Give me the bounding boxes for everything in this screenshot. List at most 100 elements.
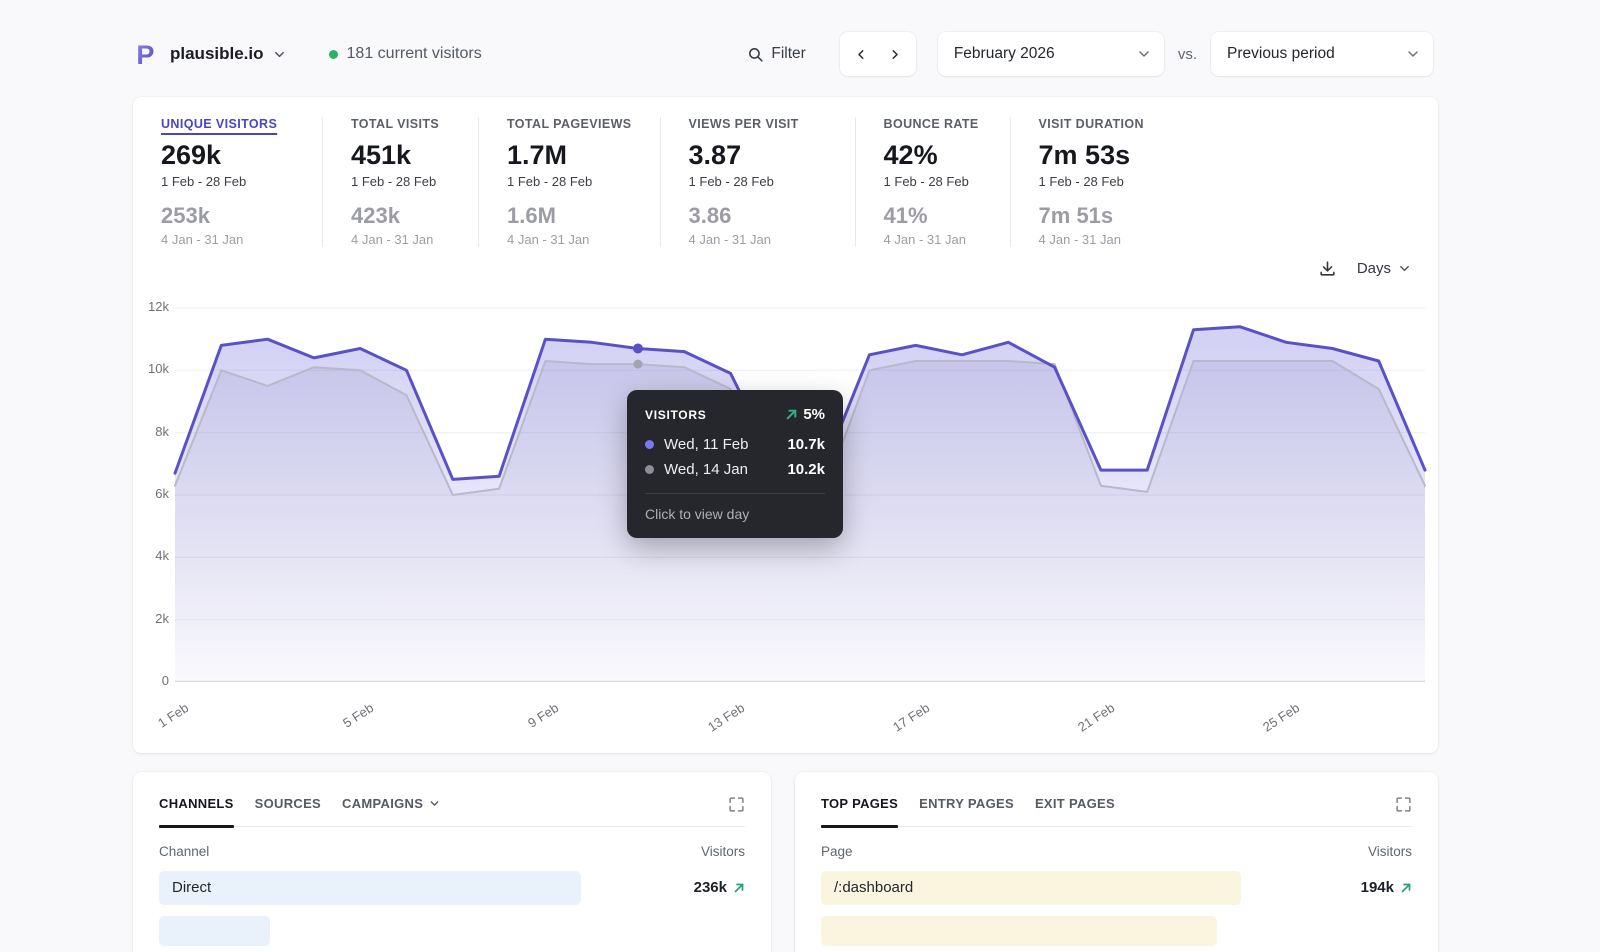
tooltip-row-previous: Wed, 14 Jan 10.2k — [645, 461, 825, 478]
stat-prev-value: 3.86 — [688, 203, 732, 228]
stat-value: 7m 53s — [1038, 140, 1131, 170]
x-axis-labels: 1 Feb 5 Feb 9 Feb 13 Feb 17 Feb 21 Feb 25 Feb — [155, 682, 1425, 742]
date-range-dropdown[interactable]: February 2026 — [937, 32, 1164, 76]
current-visitors[interactable]: 181 current visitors — [328, 45, 482, 63]
x-tick-label: 5 Feb — [340, 700, 377, 731]
tab-exit-pages[interactable]: EXIT PAGES — [1034, 796, 1115, 811]
stat-prev-period: 4 Jan - 31 Jan — [1038, 232, 1121, 247]
stat-value: 269k — [161, 140, 222, 170]
stat-total-visits[interactable]: TOTAL VISITS 451k 1 Feb - 28 Feb 423k 4 … — [351, 117, 479, 247]
tooltip-row-current: Wed, 11 Feb 10.7k — [645, 436, 825, 453]
column-header-page: Page — [821, 844, 853, 859]
stat-prev-period: 4 Jan - 31 Jan — [507, 232, 590, 247]
trend-up-icon — [787, 409, 797, 420]
chevron-down-icon — [430, 801, 439, 806]
trend-up-icon — [1401, 883, 1411, 893]
y-tick-label: 4k — [155, 548, 169, 564]
next-period-arrow-button[interactable] — [883, 43, 906, 66]
filter-button[interactable]: Filter — [747, 45, 806, 63]
stat-prev-value: 253k — [161, 203, 210, 228]
tab-sources[interactable]: SOURCES — [254, 796, 322, 811]
stat-prev-value: 41% — [883, 203, 928, 228]
stat-total-pageviews[interactable]: TOTAL PAGEVIEWS 1.7M 1 Feb - 28 Feb 1.6M… — [507, 117, 661, 247]
y-tick-label: 2k — [155, 610, 169, 626]
live-dot-icon — [328, 49, 338, 59]
chart-tooltip: VISITORS 5% Wed, 11 Feb 10.7k Wed, 14 Ja… — [627, 390, 843, 538]
stat-period: 1 Feb - 28 Feb — [351, 174, 437, 189]
tooltip-divider — [645, 493, 825, 494]
stat-value: 3.87 — [688, 140, 742, 170]
chevron-down-icon — [1136, 46, 1152, 62]
period-nav — [839, 32, 916, 76]
x-tick-label: 25 Feb — [1260, 700, 1303, 735]
stat-views-per-visit[interactable]: VIEWS PER VISIT 3.87 1 Feb - 28 Feb 3.86… — [689, 117, 856, 247]
tab-channels[interactable]: CHANNELS — [159, 796, 234, 828]
comparison-dropdown[interactable]: Previous period — [1211, 32, 1433, 76]
list-item[interactable] — [159, 916, 745, 946]
previous-period-arrow-button[interactable] — [850, 43, 873, 66]
column-header-visitors: Visitors — [1367, 844, 1412, 859]
site-name[interactable]: plausible.io — [170, 44, 264, 63]
top-bar: P plausible.io 181 current visitors Filt… — [133, 30, 1433, 78]
stat-period: 1 Feb - 28 Feb — [161, 174, 247, 189]
site-switcher-chevron-icon[interactable] — [272, 47, 287, 62]
x-tick-label: 13 Feb — [704, 700, 747, 735]
expand-icon[interactable] — [1395, 796, 1412, 813]
stat-prev-value: 1.6M — [507, 203, 556, 228]
comparison-value: Previous period — [1227, 45, 1335, 62]
tab-campaigns[interactable]: CAMPAIGNS — [342, 796, 441, 826]
stat-period: 1 Feb - 28 Feb — [688, 174, 774, 189]
tooltip-footer: Click to view day — [645, 506, 750, 522]
trend-up-icon — [734, 883, 744, 893]
vs-label: vs. — [1177, 45, 1197, 63]
x-tick-label: 9 Feb — [525, 700, 562, 731]
list-item[interactable]: Direct 236k — [159, 871, 745, 905]
stat-prev-period: 4 Jan - 31 Jan — [688, 232, 771, 247]
download-icon[interactable] — [1318, 259, 1337, 278]
analytics-card: UNIQUE VISITORS 269k 1 Feb - 28 Feb 253k… — [133, 97, 1438, 753]
stat-period: 1 Feb - 28 Feb — [1038, 174, 1124, 189]
tab-top-pages[interactable]: TOP PAGES — [821, 796, 899, 828]
y-tick-label: 0 — [161, 673, 169, 688]
stat-visit-duration[interactable]: VISIT DURATION 7m 53s 1 Feb - 28 Feb 7m … — [1038, 117, 1144, 247]
y-tick-label: 8k — [155, 423, 169, 439]
stat-prev-period: 4 Jan - 31 Jan — [161, 232, 244, 247]
stat-period: 1 Feb - 28 Feb — [507, 174, 593, 189]
stat-prev-period: 4 Jan - 31 Jan — [883, 232, 966, 247]
stat-unique-visitors[interactable]: UNIQUE VISITORS 269k 1 Feb - 28 Feb 253k… — [161, 117, 323, 247]
y-tick-label: 12k — [148, 299, 169, 314]
pages-card: TOP PAGES ENTRY PAGES EXIT PAGES Page Vi… — [795, 772, 1438, 952]
y-tick-label: 6k — [155, 486, 169, 501]
stat-bounce-rate[interactable]: BOUNCE RATE 42% 1 Feb - 28 Feb 41% 4 Jan… — [884, 117, 1011, 247]
list-item[interactable]: /:dashboard 194k — [821, 871, 1412, 905]
stat-value: 1.7M — [507, 140, 568, 170]
plausible-logo-icon: P — [136, 41, 154, 68]
expand-icon[interactable] — [728, 796, 745, 813]
svg-text:P: P — [136, 41, 154, 68]
date-range-value: February 2026 — [953, 45, 1055, 62]
chevron-down-icon — [1400, 265, 1409, 272]
stat-value: 451k — [351, 140, 412, 170]
stat-value: 42% — [883, 140, 938, 170]
stats-row: UNIQUE VISITORS 269k 1 Feb - 28 Feb 253k… — [133, 97, 1438, 247]
interval-label: Days — [1356, 260, 1391, 277]
column-header-channel: Channel — [159, 844, 210, 859]
y-tick-label: 10k — [148, 361, 169, 377]
current-visitors-label: 181 current visitors — [346, 45, 482, 62]
chevron-down-icon — [1405, 46, 1421, 62]
x-tick-label: 1 Feb — [155, 700, 192, 731]
search-icon — [749, 47, 764, 62]
series-dot-icon — [645, 465, 654, 474]
column-header-visitors: Visitors — [700, 844, 745, 859]
x-tick-label: 17 Feb — [889, 700, 932, 735]
stat-prev-period: 4 Jan - 31 Jan — [351, 232, 434, 247]
x-tick-label: 21 Feb — [1074, 700, 1118, 735]
tab-entry-pages[interactable]: ENTRY PAGES — [919, 796, 1014, 811]
stat-prev-value: 423k — [351, 203, 400, 228]
stat-prev-value: 7m 51s — [1038, 203, 1114, 228]
channels-card: CHANNELS SOURCES CAMPAIGNS Channel Visit… — [133, 772, 771, 952]
visitors-bar — [159, 871, 581, 905]
visitors-bar — [821, 916, 1217, 946]
interval-dropdown[interactable]: Days — [1357, 260, 1412, 277]
list-item[interactable] — [821, 916, 1412, 946]
